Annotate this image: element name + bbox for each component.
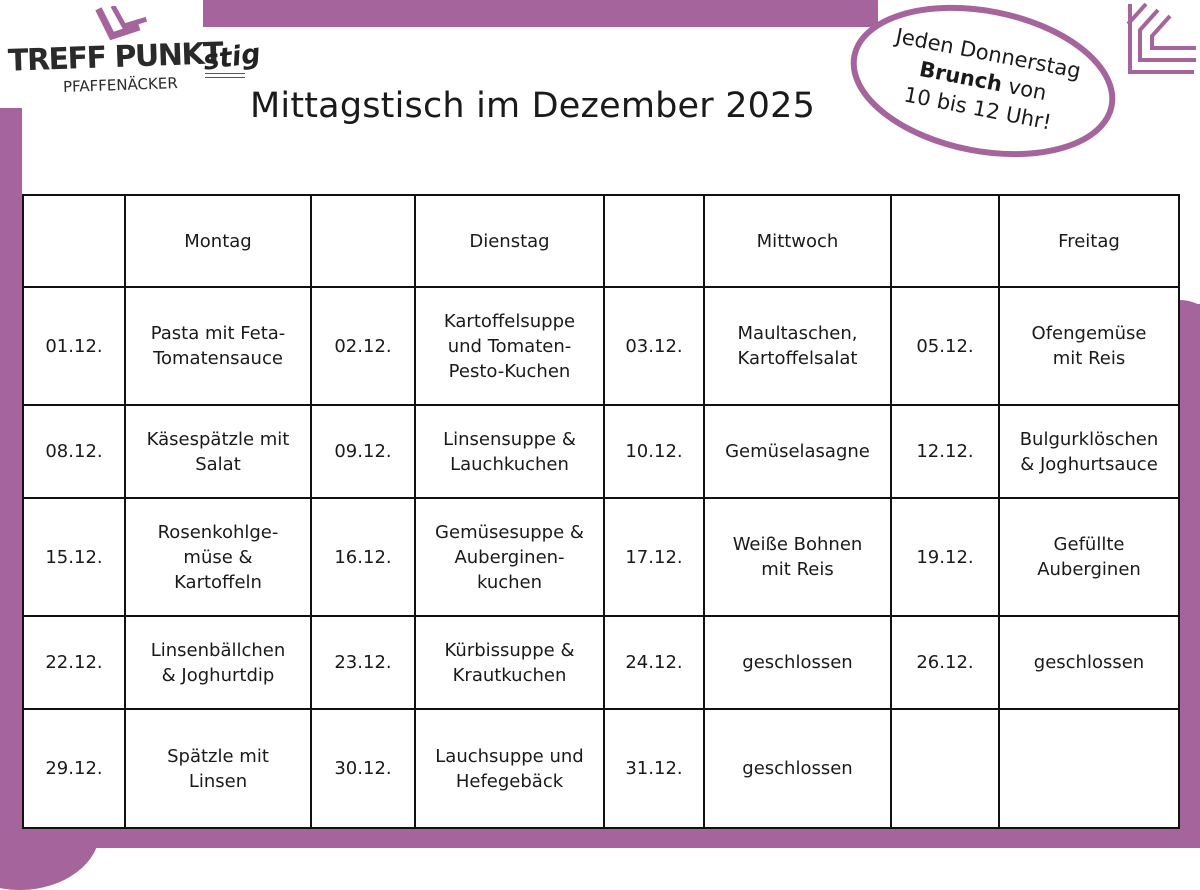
date-cell: 08.12. bbox=[22, 404, 126, 499]
logo-brand-subname: PFAFFENÄCKER bbox=[62, 74, 179, 96]
date-cell: 12.12. bbox=[890, 404, 1000, 499]
brunch-callout: Jeden Donnerstag Brunch von 10 bis 12 Uh… bbox=[846, 4, 1120, 158]
date-cell: 24.12. bbox=[603, 615, 705, 710]
date-cell: 01.12. bbox=[22, 286, 126, 406]
table-row: 08.12. Käsespätzle mit Salat 09.12. Linsensu… bbox=[22, 404, 1180, 499]
page-title: Mittagstisch im Dezember 2025 bbox=[250, 86, 816, 126]
meal-cell-tuesday: Linsensuppe & Lauchkuchen bbox=[414, 404, 605, 499]
date-cell: 26.12. bbox=[890, 615, 1000, 710]
date-cell: 23.12. bbox=[310, 615, 416, 710]
table-header-cell: Dienstag bbox=[414, 194, 605, 288]
table-header-cell bbox=[603, 194, 705, 288]
meal-cell-monday: Spätzle mit Linsen bbox=[124, 708, 312, 829]
meal-cell-friday: Bulgurklöschen & Joghurtsauce bbox=[998, 404, 1180, 499]
callout-ellipse bbox=[850, 4, 1116, 158]
table-header-cell: Mittwoch bbox=[703, 194, 892, 288]
meal-cell-friday bbox=[998, 708, 1180, 829]
date-cell: 31.12. bbox=[603, 708, 705, 829]
meal-cell-wednesday: geschlossen bbox=[703, 708, 892, 829]
meal-cell-tuesday: Kartoffelsuppe und Tomaten- Pesto-Kuchen bbox=[414, 286, 605, 406]
bottom-accent-band bbox=[0, 826, 1200, 848]
date-cell: 05.12. bbox=[890, 286, 1000, 406]
date-cell: 10.12. bbox=[603, 404, 705, 499]
date-cell: 02.12. bbox=[310, 286, 416, 406]
meal-cell-friday: Ofengemüse mit Reis bbox=[998, 286, 1180, 406]
treffpunkt-logo: TREFF PUNKT PFAFFENÄCKER bbox=[7, 6, 223, 100]
meal-cell-friday: geschlossen bbox=[998, 615, 1180, 710]
stig-logo-underline bbox=[205, 73, 245, 78]
date-cell: 29.12. bbox=[22, 708, 126, 829]
table-row: 22.12. Linsenbällchen & Joghurtdip 23.12. Kü… bbox=[22, 615, 1180, 710]
meal-cell-monday: Käsespätzle mit Salat bbox=[124, 404, 312, 499]
date-cell: 22.12. bbox=[22, 615, 126, 710]
table-row: 15.12. Rosenkohlge-müse & Kartoffeln 16.12.… bbox=[22, 497, 1180, 617]
meal-cell-tuesday: Kürbissuppe & Krautkuchen bbox=[414, 615, 605, 710]
date-cell: 16.12. bbox=[310, 497, 416, 617]
meal-cell-wednesday: geschlossen bbox=[703, 615, 892, 710]
meal-cell-wednesday: Maultaschen, Kartoffelsalat bbox=[703, 286, 892, 406]
date-cell: 03.12. bbox=[603, 286, 705, 406]
date-cell: 09.12. bbox=[310, 404, 416, 499]
table-header-cell bbox=[310, 194, 416, 288]
table-header-cell bbox=[22, 194, 126, 288]
table-header-row: Montag Dienstag Mittwoch Freitag bbox=[22, 194, 1180, 288]
table-header-cell bbox=[890, 194, 1000, 288]
meal-cell-monday: Linsenbällchen & Joghurtdip bbox=[124, 615, 312, 710]
date-cell: 30.12. bbox=[310, 708, 416, 829]
meal-cell-wednesday: Gemüselasagne bbox=[703, 404, 892, 499]
date-cell: 19.12. bbox=[890, 497, 1000, 617]
meal-cell-wednesday: Weiße Bohnen mit Reis bbox=[703, 497, 892, 617]
table-row: 01.12. Pasta mit Feta- Tomatensauce 02.12. K… bbox=[22, 286, 1180, 406]
logo-brand-name: TREFF PUNKT bbox=[7, 36, 223, 79]
meal-cell-tuesday: Lauchsuppe und Hefegebäck bbox=[414, 708, 605, 829]
date-cell bbox=[890, 708, 1000, 829]
menu-table-body: Montag Dienstag Mittwoch Freitag 01.12. Pasta… bbox=[22, 194, 1180, 829]
stig-logo: stig bbox=[201, 38, 262, 82]
left-accent-band bbox=[0, 108, 22, 848]
meal-cell-tuesday: Gemüsesuppe & Auberginen-kuchen bbox=[414, 497, 605, 617]
right-accent-band bbox=[1176, 304, 1200, 848]
menu-table: Montag Dienstag Mittwoch Freitag 01.12. Pasta… bbox=[22, 194, 1180, 829]
table-header-cell: Montag bbox=[124, 194, 312, 288]
table-row: 29.12. Spätzle mit Linsen 30.12. Lauchsuppe … bbox=[22, 708, 1180, 829]
table-header-cell: Freitag bbox=[998, 194, 1180, 288]
date-cell: 17.12. bbox=[603, 497, 705, 617]
meal-cell-monday: Rosenkohlge-müse & Kartoffeln bbox=[124, 497, 312, 617]
date-cell: 15.12. bbox=[22, 497, 126, 617]
top-accent-bar bbox=[203, 0, 878, 27]
logo-mark-icon bbox=[95, 6, 148, 41]
meal-cell-monday: Pasta mit Feta- Tomatensauce bbox=[124, 286, 312, 406]
stig-logo-text: stig bbox=[201, 38, 263, 77]
corner-chevrons-icon bbox=[1126, 2, 1196, 74]
meal-cell-friday: Gefüllte Auberginen bbox=[998, 497, 1180, 617]
